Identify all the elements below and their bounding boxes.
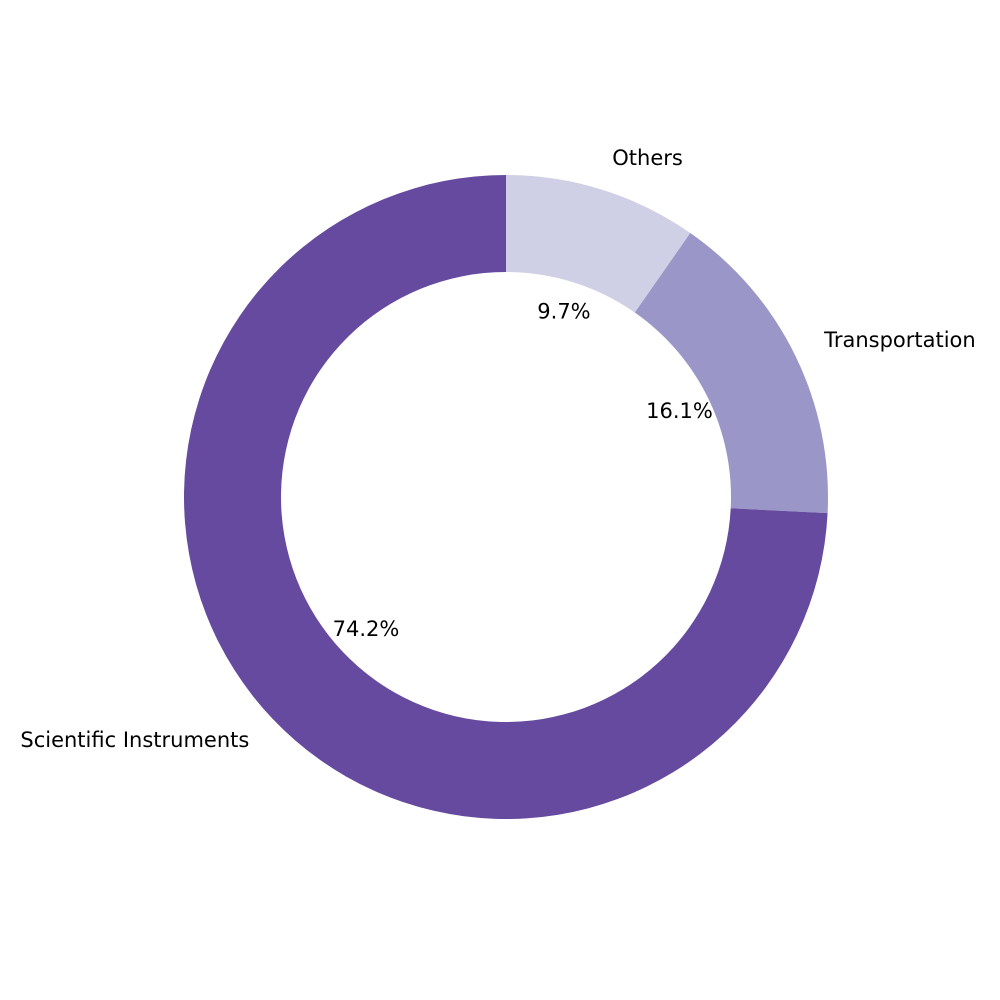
- slice-scientific-instruments: [184, 175, 828, 819]
- slice-label-scientific-instruments: Scientific Instruments: [20, 728, 249, 752]
- slice-others: [506, 175, 691, 313]
- pct-label-others: 9.7%: [537, 300, 590, 324]
- slices-group: [184, 175, 829, 819]
- pct-label-transportation: 16.1%: [646, 399, 713, 423]
- slice-transportation: [634, 232, 829, 514]
- slice-label-others: Others: [612, 146, 683, 170]
- slice-label-transportation: Transportation: [823, 328, 976, 352]
- labels-group: Others 9.7% Transportation 16.1% Scientific …: [20, 146, 975, 752]
- pct-label-scientific-instruments: 74.2%: [333, 617, 400, 641]
